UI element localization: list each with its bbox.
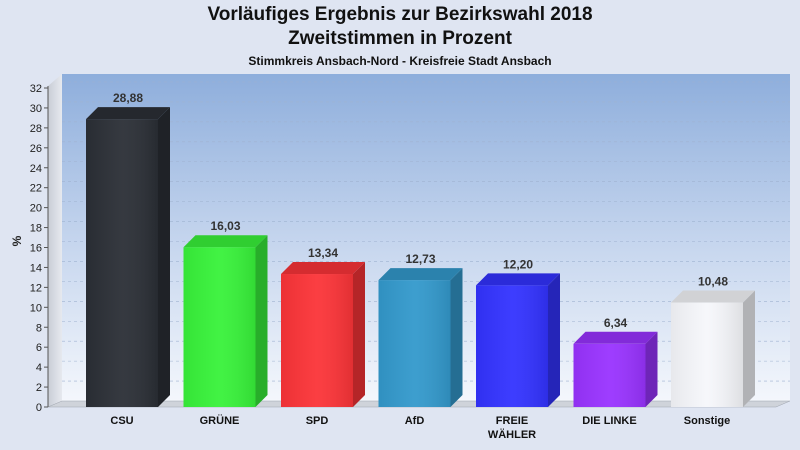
y-tick-label: 20 — [30, 203, 42, 215]
bar — [476, 273, 560, 407]
bar-side — [353, 262, 365, 407]
x-tick-label: DIE LINKE — [582, 415, 636, 427]
y-tick-label: 28 — [30, 123, 42, 135]
y-tick-label: 32 — [30, 83, 42, 95]
y-tick-label: 16 — [30, 243, 42, 255]
chart-title: Vorläufiges Ergebnis zur Bezirkswahl 201… — [207, 4, 593, 25]
bar-side — [548, 273, 560, 407]
bar — [183, 235, 268, 407]
y-tick-label: 8 — [36, 322, 42, 334]
bar-side — [743, 290, 755, 407]
bar-value-label: 13,34 — [308, 246, 338, 260]
bar — [573, 331, 658, 407]
y-tick-label: 10 — [30, 302, 42, 314]
y-tick-label: 2 — [36, 382, 42, 394]
bar-top — [671, 290, 755, 303]
bar-value-label: 10,48 — [698, 275, 728, 289]
x-tick-label: SPD — [306, 415, 329, 427]
bar — [378, 268, 463, 407]
bar — [671, 290, 755, 407]
chart-side-wall — [48, 74, 62, 407]
x-tick-label: CSU — [110, 415, 133, 427]
bar-top — [476, 273, 560, 286]
y-tick-label: 14 — [30, 262, 42, 274]
bar-side — [255, 235, 268, 407]
bar-shading — [378, 280, 451, 407]
bar-shading — [281, 274, 353, 407]
y-tick-label: 6 — [36, 342, 42, 354]
bar-shading — [86, 119, 158, 407]
y-tick-label: 12 — [30, 282, 42, 294]
bar — [281, 262, 365, 407]
bar-shading — [476, 285, 548, 407]
bar-shading — [671, 302, 743, 407]
x-tick-label: FREIE — [496, 415, 528, 427]
chart-caption: Stimmkreis Ansbach-Nord - Kreisfreie Sta… — [248, 54, 552, 68]
y-axis-label: % — [10, 235, 24, 246]
bar-value-label: 12,73 — [405, 252, 435, 266]
bar-top — [378, 268, 463, 281]
y-tick-label: 24 — [30, 163, 42, 175]
bar-top — [281, 262, 365, 275]
bar-value-label: 28,88 — [113, 91, 143, 105]
x-tick-label: AfD — [405, 415, 425, 427]
y-tick-label: 22 — [30, 183, 42, 195]
bar-top — [573, 331, 658, 344]
bar-side — [645, 331, 658, 407]
bar-side — [158, 107, 170, 407]
bar-value-label: 6,34 — [604, 316, 628, 330]
bar-side — [450, 268, 463, 407]
bar-top — [86, 107, 170, 120]
bar-shading — [573, 343, 646, 407]
bar-top — [183, 235, 268, 248]
y-tick-label: 30 — [30, 103, 42, 115]
y-tick-label: 18 — [30, 223, 42, 235]
bar-value-label: 16,03 — [210, 219, 240, 233]
bar-value-label: 12,20 — [503, 257, 533, 271]
x-tick-label: Sonstige — [684, 415, 730, 427]
bar — [86, 107, 170, 407]
chart-subtitle: Zweitstimmen in Prozent — [288, 28, 512, 49]
y-tick-label: 4 — [36, 362, 42, 374]
x-tick-label: GRÜNE — [200, 414, 240, 427]
y-tick-label: 0 — [36, 402, 42, 414]
x-tick-label-line2: WÄHLER — [488, 428, 536, 441]
bar-shading — [183, 247, 256, 407]
y-tick-label: 26 — [30, 143, 42, 155]
